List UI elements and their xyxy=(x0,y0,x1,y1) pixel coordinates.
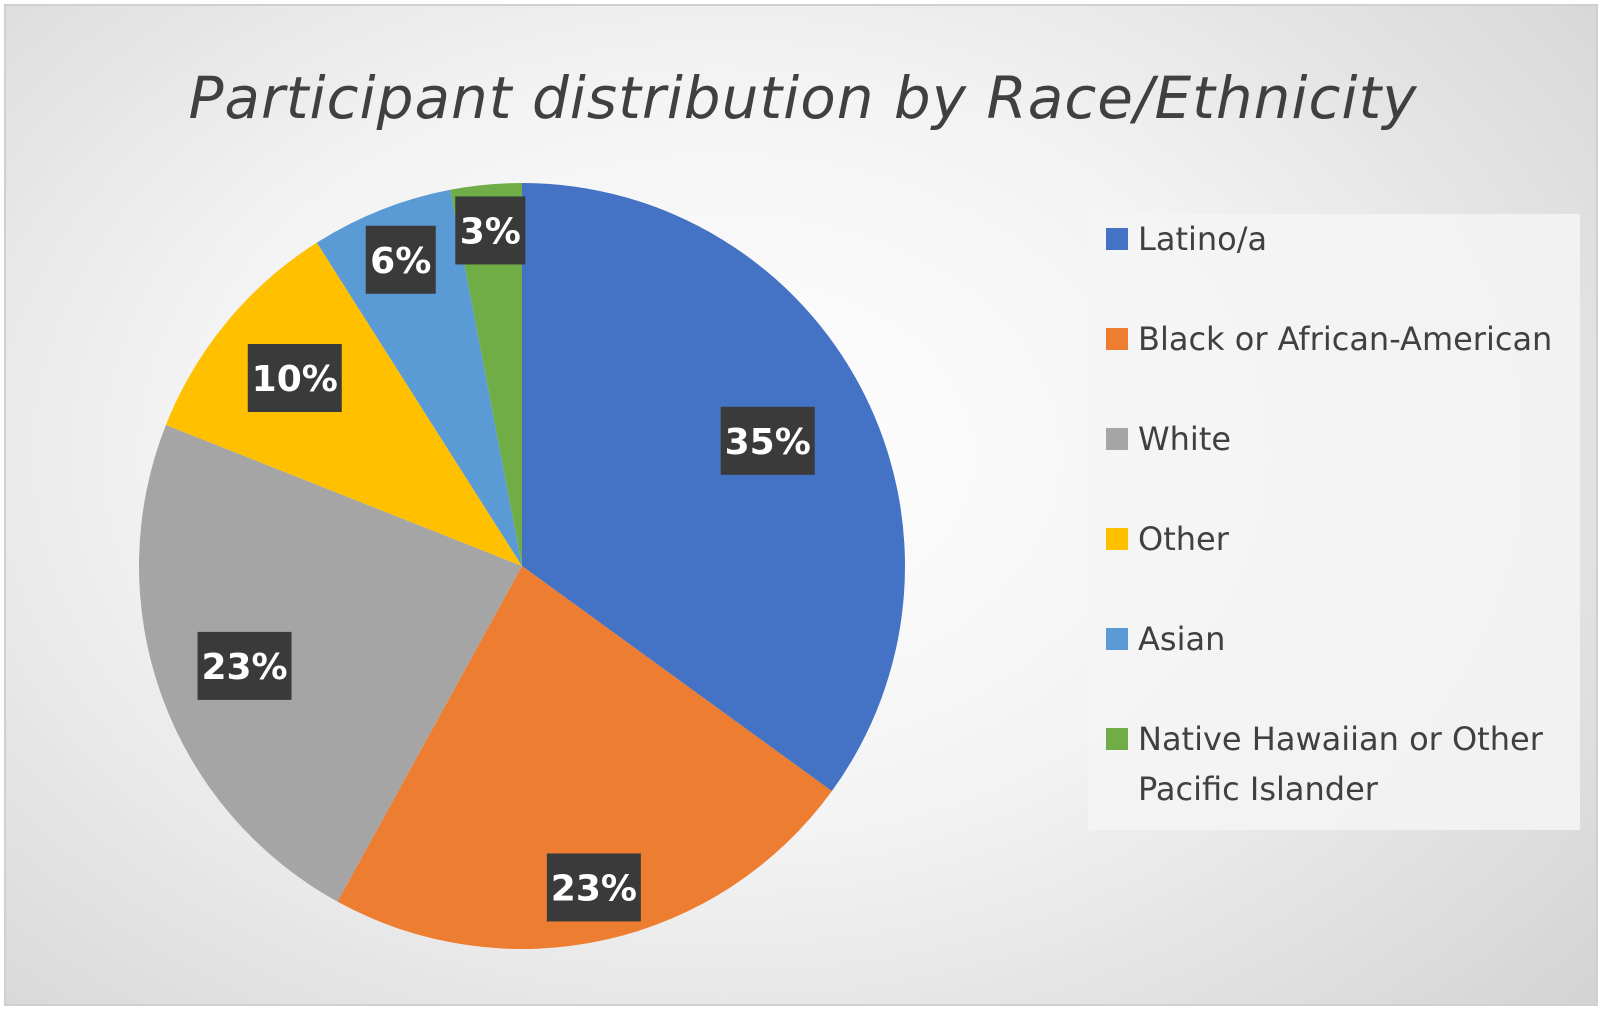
data-label-text: 35% xyxy=(725,422,811,463)
data-label-latino-a: 35% xyxy=(720,406,815,475)
data-label-native-hawaiian-or-other-pacific-islander: 3% xyxy=(455,196,526,265)
legend-item-white: White xyxy=(1106,414,1231,464)
data-label-box xyxy=(455,196,526,265)
data-label-box xyxy=(365,225,436,294)
data-label-text: 23% xyxy=(551,868,637,909)
pie-chart: 35% 23% 23% 10% 6% 3% xyxy=(138,183,905,950)
legend-item-latino-a: Latino/a xyxy=(1106,214,1267,264)
data-label-text: 10% xyxy=(252,359,338,400)
legend-swatch xyxy=(1106,328,1128,350)
legend-label: Native Hawaiian or Other Pacific Islande… xyxy=(1138,720,1543,808)
legend-label: Latino/a xyxy=(1138,220,1268,258)
pie-slice-white xyxy=(138,425,522,902)
pie-slice-native-hawaiian-or-other-pacific-islander xyxy=(450,183,522,566)
pie-slice-latino-a xyxy=(522,183,905,792)
chart-title: Participant distribution by Race/Ethnici… xyxy=(188,64,1418,132)
pie-slice-black-or-african-american xyxy=(337,566,832,950)
legend-item-asian: Asian xyxy=(1106,614,1225,664)
legend-label: Asian xyxy=(1138,620,1226,658)
data-label-box xyxy=(546,853,641,922)
legend-swatch xyxy=(1106,428,1128,450)
legend-label: White xyxy=(1138,420,1232,458)
data-label-text: 3% xyxy=(460,211,521,252)
legend: Latino/a Black or African-American White Ot… xyxy=(1088,214,1580,830)
data-label-white: 23% xyxy=(197,631,292,700)
data-label-text: 23% xyxy=(201,647,287,688)
legend-item-other: Other xyxy=(1106,514,1229,564)
legend-label: Other xyxy=(1138,520,1229,558)
legend-label: Black or African-American xyxy=(1138,320,1553,358)
data-label-asian: 6% xyxy=(365,225,436,294)
chart-area: 35% 23% 23% 10% 6% 3% Participant distributio… xyxy=(4,4,1598,1006)
pie-slice-other xyxy=(165,242,522,566)
data-label-box xyxy=(720,406,815,475)
data-label-box xyxy=(247,344,342,413)
data-label-box xyxy=(197,631,292,700)
data-label-text: 6% xyxy=(370,241,431,282)
legend-swatch xyxy=(1106,728,1128,750)
legend-item-native-hawaiian-or-other-pacific-islander: Native Hawaiian or Other Pacific Islande… xyxy=(1106,714,1543,814)
legend-swatch xyxy=(1106,228,1128,250)
data-label-other: 10% xyxy=(247,344,342,413)
legend-swatch xyxy=(1106,528,1128,550)
legend-swatch xyxy=(1106,628,1128,650)
legend-item-black-or-african-american: Black or African-American xyxy=(1106,314,1552,364)
data-label-black-or-african-american: 23% xyxy=(546,853,641,922)
